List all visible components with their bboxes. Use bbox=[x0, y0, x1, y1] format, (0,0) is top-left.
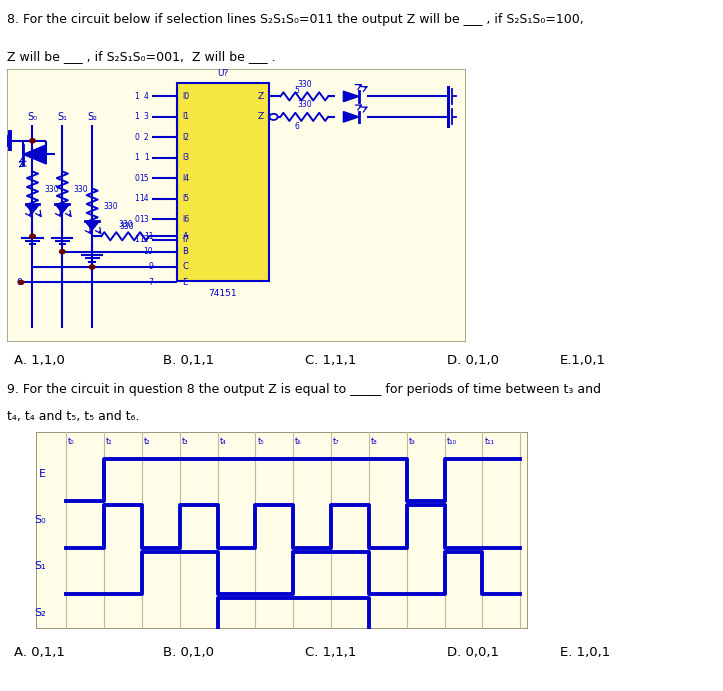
Text: C. 1,1,1: C. 1,1,1 bbox=[305, 354, 356, 366]
Text: t₃: t₃ bbox=[181, 437, 188, 446]
Text: S₀: S₀ bbox=[27, 112, 38, 122]
Text: A. 0,1,1: A. 0,1,1 bbox=[14, 647, 65, 659]
Text: U?: U? bbox=[218, 68, 228, 77]
Text: E. 1,0,1: E. 1,0,1 bbox=[560, 647, 610, 659]
Text: t₉: t₉ bbox=[408, 437, 415, 446]
Text: 330: 330 bbox=[297, 80, 312, 89]
Text: E: E bbox=[183, 278, 188, 287]
Text: C: C bbox=[183, 263, 189, 272]
Text: A. 1,1,0: A. 1,1,0 bbox=[14, 354, 65, 366]
Text: B. 0,1,1: B. 0,1,1 bbox=[163, 354, 214, 366]
Text: 9: 9 bbox=[148, 263, 153, 272]
Text: Z will be ___ , if S₂S₁S₀=001,  Z will be ___ .: Z will be ___ , if S₂S₁S₀=001, Z will be… bbox=[7, 50, 276, 63]
Text: 1: 1 bbox=[134, 113, 139, 122]
Circle shape bbox=[18, 281, 24, 285]
Text: Z̅: Z̅ bbox=[257, 113, 263, 122]
Text: 4: 4 bbox=[144, 92, 149, 101]
Text: 1: 1 bbox=[134, 153, 139, 162]
Text: t₄, t₄ and t₅, t₅ and t₆.: t₄, t₄ and t₅, t₅ and t₆. bbox=[7, 410, 140, 424]
Text: 6: 6 bbox=[294, 122, 299, 131]
Text: t₆: t₆ bbox=[295, 437, 301, 446]
Text: I1: I1 bbox=[183, 113, 189, 122]
Text: 1: 1 bbox=[134, 92, 139, 101]
Text: 14: 14 bbox=[139, 194, 149, 203]
Text: B: B bbox=[183, 247, 189, 256]
Text: t₁: t₁ bbox=[106, 437, 113, 446]
Text: S₂: S₂ bbox=[87, 112, 97, 122]
Text: D. 0,0,1: D. 0,0,1 bbox=[447, 647, 499, 659]
Text: 1: 1 bbox=[134, 235, 139, 244]
Text: 330: 330 bbox=[74, 184, 88, 193]
Polygon shape bbox=[343, 112, 359, 122]
Text: I6: I6 bbox=[183, 215, 189, 224]
Text: t₂: t₂ bbox=[144, 437, 150, 446]
Text: 11: 11 bbox=[144, 231, 153, 240]
Text: t₁₀: t₁₀ bbox=[447, 437, 456, 446]
Text: 74151: 74151 bbox=[209, 289, 237, 298]
Polygon shape bbox=[23, 145, 46, 164]
Text: 13: 13 bbox=[139, 215, 149, 224]
Text: 330: 330 bbox=[44, 184, 59, 193]
Text: 0: 0 bbox=[134, 133, 139, 142]
Text: I0: I0 bbox=[183, 92, 189, 101]
Text: 330: 330 bbox=[297, 100, 312, 109]
Polygon shape bbox=[85, 221, 99, 230]
Text: t₁₁: t₁₁ bbox=[484, 437, 495, 446]
Text: t₇: t₇ bbox=[333, 437, 340, 446]
Text: 330: 330 bbox=[118, 220, 132, 229]
Text: t₈: t₈ bbox=[371, 437, 377, 446]
Polygon shape bbox=[56, 205, 69, 213]
Text: I2: I2 bbox=[183, 133, 189, 142]
Circle shape bbox=[30, 234, 35, 238]
Text: 7: 7 bbox=[148, 278, 153, 287]
Text: E: E bbox=[38, 468, 46, 479]
Text: B. 0,1,0: B. 0,1,0 bbox=[163, 647, 214, 659]
Text: S₁: S₁ bbox=[34, 562, 46, 571]
Text: 2: 2 bbox=[144, 133, 149, 142]
Text: 330: 330 bbox=[103, 202, 119, 211]
Circle shape bbox=[59, 249, 65, 254]
Text: 3: 3 bbox=[144, 113, 149, 122]
Text: 15: 15 bbox=[139, 173, 149, 183]
Text: t₅: t₅ bbox=[257, 437, 264, 446]
Text: E.1,0,1: E.1,0,1 bbox=[560, 354, 606, 366]
Text: 5: 5 bbox=[294, 86, 299, 95]
Text: 9. For the circuit in question 8 the output Z is equal to _____ for periods of t: 9. For the circuit in question 8 the out… bbox=[7, 383, 602, 396]
Text: S₁: S₁ bbox=[57, 112, 67, 122]
Text: I7: I7 bbox=[183, 235, 189, 244]
Text: 1: 1 bbox=[144, 153, 149, 162]
Text: 0: 0 bbox=[134, 215, 139, 224]
Circle shape bbox=[30, 139, 35, 143]
Circle shape bbox=[90, 265, 95, 269]
Polygon shape bbox=[343, 91, 359, 102]
Text: 10: 10 bbox=[144, 247, 153, 256]
Bar bbox=[177, 83, 269, 281]
Text: 12: 12 bbox=[139, 235, 149, 244]
Text: 8. For the circuit below if selection lines S₂S₁S₀=011 the output Z will be ___ : 8. For the circuit below if selection li… bbox=[7, 13, 584, 26]
Text: D. 0,1,0: D. 0,1,0 bbox=[447, 354, 499, 366]
Text: C. 1,1,1: C. 1,1,1 bbox=[305, 647, 356, 659]
Text: I5: I5 bbox=[183, 194, 189, 203]
Text: Z: Z bbox=[257, 92, 263, 101]
Polygon shape bbox=[25, 205, 39, 213]
Text: 0: 0 bbox=[16, 278, 22, 287]
Text: S₂: S₂ bbox=[34, 608, 46, 618]
Text: t₀: t₀ bbox=[68, 437, 75, 446]
Text: S₀: S₀ bbox=[34, 515, 46, 525]
Text: t₄: t₄ bbox=[220, 437, 226, 446]
Text: 1: 1 bbox=[134, 194, 139, 203]
Text: A: A bbox=[183, 231, 189, 240]
Text: 0: 0 bbox=[134, 173, 139, 183]
Text: 330: 330 bbox=[119, 222, 134, 231]
Text: I4: I4 bbox=[183, 173, 189, 183]
Text: I3: I3 bbox=[183, 153, 189, 162]
